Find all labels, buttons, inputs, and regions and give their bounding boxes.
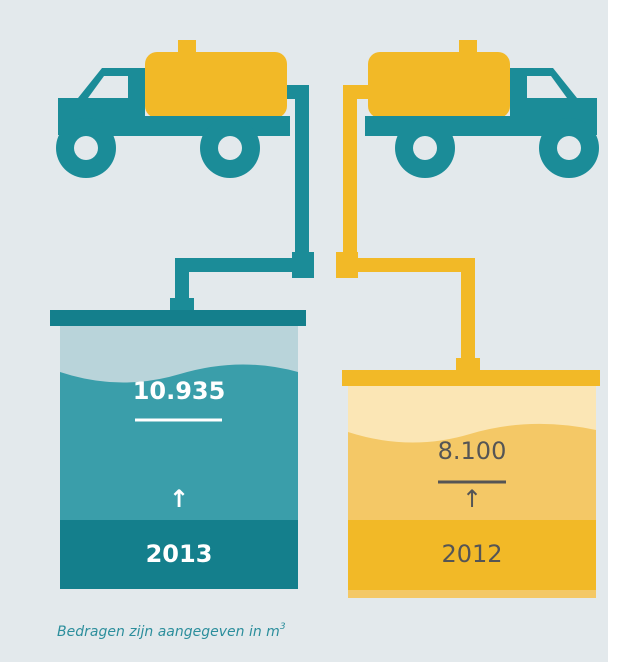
tank-year: 2012 bbox=[441, 540, 502, 568]
pipe-joint bbox=[170, 298, 194, 312]
footnote-text: Bedragen zijn aangegeven in m bbox=[57, 624, 280, 640]
pipe-joint bbox=[336, 252, 358, 278]
pipe-joint bbox=[292, 252, 314, 278]
tank-value: 8.100 bbox=[438, 437, 507, 465]
page: 10.935 ↑ 2013 8.100 ↑ 2012 Bedragen zijn… bbox=[0, 0, 620, 662]
arrow-icon: ↑ bbox=[169, 485, 189, 513]
footnote-sup: 3 bbox=[280, 622, 286, 632]
infographic: 10.935 ↑ 2013 8.100 ↑ 2012 Bedragen zijn… bbox=[0, 0, 620, 662]
pipe-joint bbox=[456, 358, 480, 372]
tank-year: 2013 bbox=[146, 540, 213, 568]
footnote: Bedragen zijn aangegeven in m3 bbox=[57, 622, 286, 641]
arrow-icon: ↑ bbox=[462, 485, 482, 513]
tank-value: 10.935 bbox=[133, 377, 226, 405]
